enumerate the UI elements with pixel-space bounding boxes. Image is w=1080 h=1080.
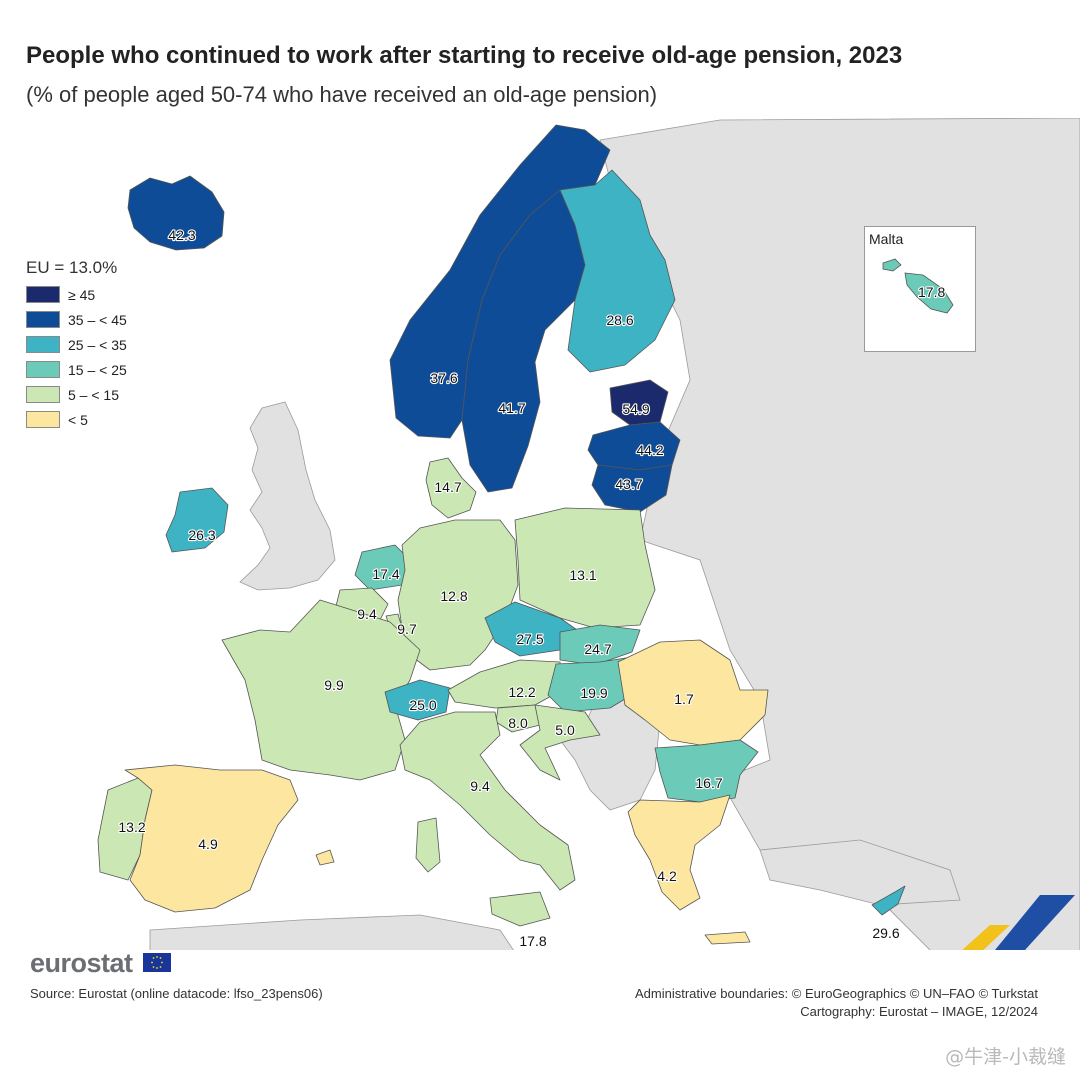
legend-label: 15 – < 25 bbox=[68, 361, 127, 378]
value-label-switzerland: 25.0 bbox=[409, 697, 436, 713]
watermark-text: @牛津-小裁缝 bbox=[945, 1046, 1066, 1068]
region-sweden bbox=[461, 189, 586, 493]
region-austria bbox=[447, 659, 563, 709]
value-label-croatia: 5.0 bbox=[555, 722, 575, 738]
region-finland bbox=[559, 169, 676, 373]
region-latvia bbox=[587, 421, 681, 471]
value-label-lithuania: 43.7 bbox=[615, 476, 642, 492]
country-polygons bbox=[97, 124, 906, 945]
region-greece bbox=[627, 794, 731, 911]
land-great-britain bbox=[239, 401, 336, 591]
value-label-ireland: 26.3 bbox=[188, 527, 215, 543]
value-label-bulgaria: 16.7 bbox=[695, 775, 722, 791]
legend-item: 15 – < 25 bbox=[26, 357, 127, 382]
legend-swatch bbox=[26, 361, 60, 378]
legend-label: < 5 bbox=[68, 411, 88, 428]
value-label-norway: 37.6 bbox=[430, 370, 457, 386]
region-spain-baleares bbox=[315, 849, 335, 866]
region-croatia bbox=[519, 704, 601, 781]
value-label-slovenia: 8.0 bbox=[508, 715, 528, 731]
value-label-spain: 4.9 bbox=[198, 836, 218, 852]
region-bulgaria bbox=[654, 739, 759, 803]
region-poland bbox=[514, 507, 656, 629]
value-label-romania: 1.7 bbox=[674, 691, 694, 707]
value-label-greece: 4.2 bbox=[657, 868, 677, 884]
eurostat-logo: eurostat bbox=[30, 948, 133, 978]
legend-item: 35 – < 45 bbox=[26, 307, 127, 332]
region-germany bbox=[397, 519, 519, 671]
value-label-finland: 28.6 bbox=[606, 312, 633, 328]
value-label-malta-pointer: 17.8 bbox=[519, 933, 546, 949]
map-title: People who continued to work after start… bbox=[26, 42, 903, 69]
legend-swatch bbox=[26, 336, 60, 353]
corner-logo-marks bbox=[962, 895, 1075, 950]
legend-item: 5 – < 15 bbox=[26, 382, 127, 407]
value-label-hungary: 19.9 bbox=[580, 685, 607, 701]
legend-title: EU = 13.0% bbox=[26, 258, 118, 277]
value-labels: 42.3 37.6 41.7 28.6 54.9 44.2 43.7 14.7 26.3 17.4… bbox=[117, 226, 901, 950]
value-label-austria: 12.2 bbox=[508, 684, 535, 700]
value-label-iceland: 42.3 bbox=[168, 227, 195, 243]
value-label-slovakia: 24.7 bbox=[584, 641, 611, 657]
legend-item: < 5 bbox=[26, 407, 127, 432]
legend-item: ≥ 45 bbox=[26, 282, 127, 307]
region-italy-sardinia bbox=[415, 817, 441, 873]
inset-title: Malta bbox=[869, 231, 904, 247]
region-slovakia bbox=[559, 624, 641, 666]
region-cyprus bbox=[871, 885, 906, 916]
legend-label: 25 – < 35 bbox=[68, 336, 127, 353]
map-legend: EU = 13.0% ≥ 45 35 – < 45 25 – < 35 15 –… bbox=[26, 258, 127, 432]
region-spain bbox=[124, 764, 299, 913]
value-label-italy: 9.4 bbox=[470, 778, 490, 794]
value-label-poland: 13.1 bbox=[569, 567, 596, 583]
eu-flag-icon bbox=[143, 953, 171, 972]
region-romania bbox=[617, 639, 769, 746]
region-italy bbox=[399, 711, 576, 891]
value-label-latvia: 44.2 bbox=[636, 442, 663, 458]
legend-item: 25 – < 35 bbox=[26, 332, 127, 357]
region-france bbox=[221, 599, 421, 781]
legend-label: 35 – < 45 bbox=[68, 311, 127, 328]
legend-swatch bbox=[26, 386, 60, 403]
region-ireland bbox=[165, 487, 229, 553]
map-subtitle: (% of people aged 50-74 who have receive… bbox=[26, 82, 658, 107]
source-note: Source: Eurostat (online datacode: lfso_… bbox=[30, 986, 323, 1001]
value-label-denmark: 14.7 bbox=[434, 479, 461, 495]
region-lithuania bbox=[591, 464, 673, 513]
legend-swatch bbox=[26, 311, 60, 328]
land-north-africa bbox=[149, 914, 514, 950]
inset-value-label: 17.8 bbox=[918, 284, 945, 300]
value-label-netherlands: 17.4 bbox=[372, 566, 399, 582]
legend-swatch bbox=[26, 411, 60, 428]
inset-map: 17.8 bbox=[882, 258, 954, 314]
cartography-credit: Cartography: Eurostat – IMAGE, 12/2024 bbox=[800, 1004, 1038, 1019]
value-label-luxembourg: 9.7 bbox=[397, 621, 417, 637]
region-denmark bbox=[425, 457, 477, 519]
value-label-czechia: 27.5 bbox=[516, 631, 543, 647]
value-label-cyprus: 29.6 bbox=[872, 925, 899, 941]
legend-label: 5 – < 15 bbox=[68, 386, 119, 403]
value-label-sweden: 41.7 bbox=[498, 400, 525, 416]
region-switzerland bbox=[384, 679, 451, 721]
region-italy-sicily bbox=[489, 891, 551, 927]
malta-gozo-shape bbox=[882, 258, 902, 272]
boundaries-credit: Administrative boundaries: © EuroGeograp… bbox=[634, 986, 1038, 1001]
land-turkey bbox=[759, 839, 961, 906]
malta-main-shape bbox=[904, 272, 954, 314]
value-label-estonia: 54.9 bbox=[622, 401, 649, 417]
value-label-belgium: 9.4 bbox=[357, 606, 377, 622]
malta-inset: Malta 17.8 bbox=[864, 226, 976, 352]
legend-swatch bbox=[26, 286, 60, 303]
region-greece-crete bbox=[704, 931, 751, 945]
legend-label: ≥ 45 bbox=[68, 286, 96, 303]
value-label-germany: 12.8 bbox=[440, 588, 467, 604]
value-label-france: 9.9 bbox=[324, 677, 344, 693]
value-label-portugal: 13.2 bbox=[118, 819, 145, 835]
region-iceland bbox=[127, 175, 225, 251]
